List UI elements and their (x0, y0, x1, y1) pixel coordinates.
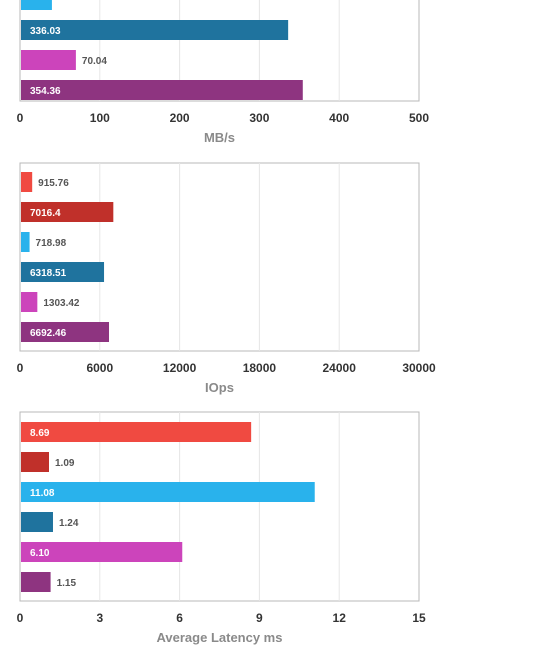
x-tick-label: 12000 (163, 361, 197, 375)
x-tick-label: 18000 (243, 361, 277, 375)
bar-value-label: 1303.42 (43, 298, 80, 309)
x-tick-label: 12 (333, 611, 347, 625)
plot-frame (19, 162, 420, 352)
bar-value-label: 11.08 (30, 488, 55, 499)
bar-value-label: 6318.51 (30, 268, 67, 279)
x-tick-label: 30000 (402, 361, 436, 375)
x-tick-label: 300 (249, 111, 269, 125)
bar (21, 322, 110, 342)
bar-value-label: 915.76 (38, 178, 69, 189)
x-tick-label: 200 (170, 111, 190, 125)
bar (21, 232, 30, 252)
latency-chart: 0 3 6 9 12 15 8.69 1.09 11.08 1.24 6.10 1.15 Average… (17, 411, 426, 645)
bar (21, 202, 114, 222)
bar (21, 80, 303, 100)
bar (21, 452, 49, 472)
bar (21, 292, 38, 312)
bar-value-label: 718.98 (36, 238, 67, 249)
bar-value-label: 1.24 (59, 518, 79, 529)
x-axis-title: Average Latency ms (157, 630, 283, 645)
x-tick-label: 400 (329, 111, 349, 125)
x-tick-label: 500 (409, 111, 429, 125)
x-tick-label: 9 (256, 611, 263, 625)
bar-value-label: 354.36 (30, 86, 61, 97)
bar (21, 512, 53, 532)
bar-value-label: 336.03 (30, 26, 61, 37)
bar-value-label: 8.69 (30, 428, 50, 439)
x-tick-label: 6 (176, 611, 183, 625)
bar-value-label: 7016.4 (30, 208, 61, 219)
bar-value-label: 6.10 (30, 548, 50, 559)
x-tick-label: 0 (17, 611, 24, 625)
bar (21, 50, 76, 70)
bar (21, 572, 51, 592)
bar-value-label: 1.15 (57, 578, 77, 589)
x-tick-label: 0 (17, 111, 24, 125)
x-tick-label: 0 (17, 361, 24, 375)
bar (21, 542, 183, 562)
bar (21, 422, 252, 442)
x-axis-title: IOps (205, 380, 234, 395)
x-tick-label: 100 (90, 111, 110, 125)
bar (21, 482, 315, 502)
bar (21, 262, 105, 282)
x-tick-label: 24000 (323, 361, 357, 375)
bar (21, 172, 33, 192)
x-tick-label: 6000 (86, 361, 113, 375)
bar-value-label: 1.09 (55, 458, 75, 469)
bar-value-label: 6692.46 (30, 328, 67, 339)
iops-chart: 0 6000 12000 18000 24000 30000 915.76 7016.4 718… (17, 162, 436, 395)
bar (21, 20, 289, 40)
x-axis-title: MB/s (204, 130, 235, 145)
x-tick-label: 15 (412, 611, 426, 625)
x-tick-label: 3 (96, 611, 103, 625)
mbps-chart: 0 100 200 300 400 500 336.03 70.04 354.36 MB/s (17, 0, 429, 145)
plot-frame (19, 411, 420, 602)
bar (21, 0, 52, 10)
bar-value-label: 70.04 (82, 56, 107, 67)
